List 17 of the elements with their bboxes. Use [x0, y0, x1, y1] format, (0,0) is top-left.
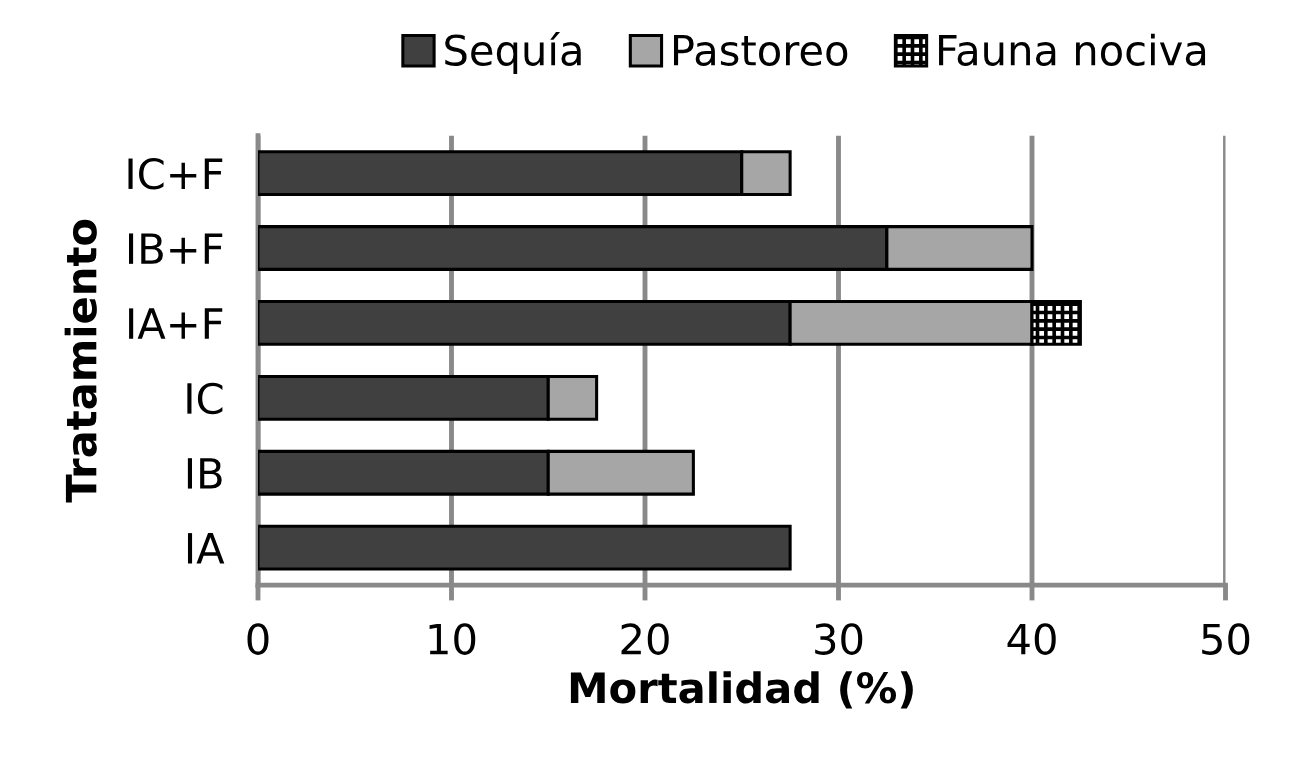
legend-label: Pastoreo [674, 34, 848, 66]
x-tick-label: 20 [621, 623, 669, 655]
y-tick-label: IA+F [129, 308, 223, 339]
y-axis-title: Tratamiento [64, 219, 97, 503]
y-tick-label: IC [187, 382, 223, 415]
y-tick-label: IC+F [128, 157, 223, 190]
y-tick-label: IB+F [129, 233, 223, 264]
x-tick-label: 0 [247, 623, 269, 655]
x-tick-label: 30 [815, 623, 863, 655]
x-tick-label: 50 [1202, 623, 1250, 655]
x-tick-label: 10 [429, 623, 476, 655]
y-tick-label: IA [187, 533, 225, 564]
x-axis-title: Mortalidad (%) [570, 671, 913, 709]
y-tick-label: IB [187, 458, 222, 489]
x-tick-label: 40 [1007, 623, 1056, 655]
legend-label: Fauna nociva [939, 33, 1206, 66]
legend-label: Sequía [445, 32, 581, 75]
